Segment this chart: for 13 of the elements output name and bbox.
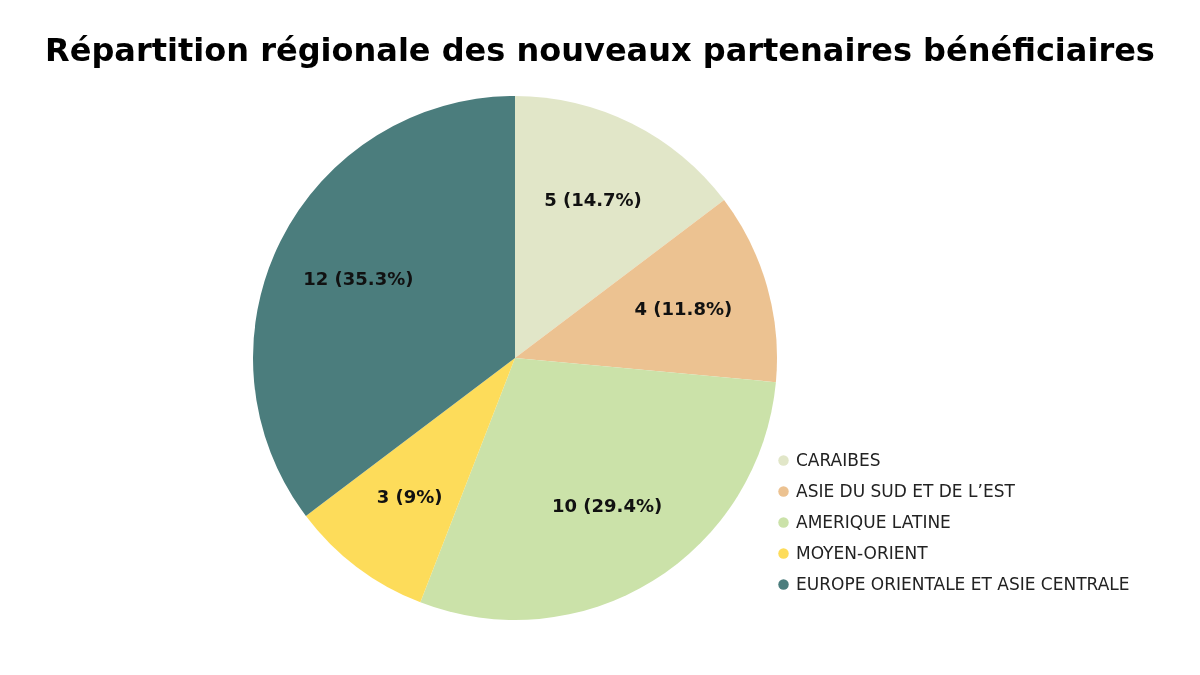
data-label: 5 (14.7%) [544,189,642,211]
data-label: 3 (9%) [376,485,443,507]
pie-slice [253,96,515,516]
data-label: 10 (29.4%) [552,494,663,516]
chart-title: Répartition régionale des nouveaux partenaires bénéficiaires [45,31,1155,69]
legend-label: AMERIQUE LATINE [796,511,951,532]
pie-slice [305,358,515,603]
legend-label: ASIE DU SUD ET DE L’EST [796,480,1016,501]
legend-label: MOYEN-ORIENT [796,542,929,563]
legend-label: CARAIBES [796,449,881,470]
data-label: 12 (35.3%) [303,268,414,289]
legend-label: EUROPE ORIENTALE ET ASIE CENTRALE [796,573,1130,594]
data-label: 4 (11.8%) [634,298,733,320]
